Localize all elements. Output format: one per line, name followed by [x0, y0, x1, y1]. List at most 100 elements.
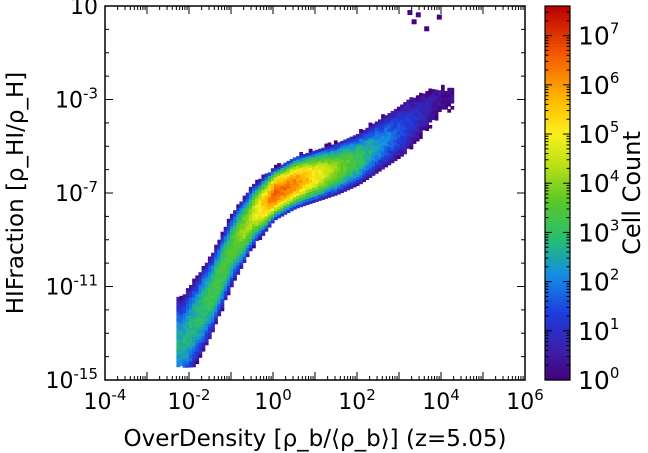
- heatmap-cell: [315, 149, 319, 154]
- heatmap-cell: [192, 333, 196, 337]
- heatmap-cell: [368, 156, 373, 160]
- heatmap-cell: [280, 182, 285, 187]
- heatmap-cell: [223, 296, 228, 301]
- heatmap-cell: [242, 226, 247, 230]
- heatmap-cell: [179, 353, 184, 358]
- heatmap-cell: [217, 309, 222, 314]
- heatmap-cell: [355, 170, 360, 174]
- heatmap-cell: [441, 103, 445, 107]
- heatmap-cell: [248, 202, 253, 206]
- heatmap-cell: [211, 258, 215, 263]
- heatmap-cell: [217, 267, 222, 271]
- heatmap-cell: [211, 316, 215, 321]
- heatmap-cell: [229, 225, 234, 230]
- heatmap-cell: [419, 111, 423, 115]
- colorbar-tick-label: 103: [578, 216, 619, 247]
- heatmap-cell: [226, 230, 231, 235]
- heatmap-cell: [233, 268, 237, 272]
- heatmap-cell: [274, 195, 278, 199]
- heatmap-cell: [239, 244, 244, 248]
- heatmap-cell: [330, 184, 335, 188]
- heatmap-cell: [236, 210, 241, 214]
- heatmap-cell: [207, 262, 212, 267]
- heatmap-cell: [277, 172, 281, 176]
- heatmap-cell: [362, 163, 366, 167]
- heatmap-cell: [384, 151, 389, 156]
- heatmap-cell: [371, 144, 376, 149]
- heatmap-cell: [223, 229, 228, 234]
- heatmap-cell: [321, 150, 326, 155]
- heatmap-cell: [252, 193, 256, 197]
- heatmap-cell: [296, 162, 300, 166]
- heatmap-cell: [305, 171, 310, 175]
- heatmap-cell: [245, 207, 250, 212]
- heatmap-cell: [179, 335, 184, 339]
- heatmap-cell: [447, 103, 452, 107]
- heatmap-cell: [333, 152, 338, 157]
- heatmap-cell: [292, 193, 297, 198]
- heatmap-cell: [324, 143, 329, 148]
- heatmap-cell: [226, 224, 231, 229]
- heatmap-cell: [403, 141, 407, 146]
- heatmap-cell: [245, 250, 250, 254]
- heatmap-cell: [374, 124, 379, 129]
- heatmap-cell: [217, 300, 222, 305]
- heatmap-cell: [308, 176, 313, 180]
- heatmap-cell: [204, 317, 209, 321]
- heatmap-cell: [296, 204, 300, 209]
- colorbar-segment: [545, 245, 570, 250]
- heatmap-cell: [245, 210, 250, 215]
- heatmap-cell: [299, 191, 303, 196]
- heatmap-cell: [201, 314, 206, 319]
- heatmap-cell: [434, 101, 439, 106]
- heatmap-cell: [236, 252, 241, 257]
- heatmap-cell: [302, 193, 307, 198]
- heatmap-cell: [428, 88, 433, 93]
- heatmap-cell: [340, 168, 344, 172]
- heatmap-cell: [330, 174, 335, 179]
- heatmap-cell: [308, 179, 313, 183]
- heatmap-cell: [214, 259, 218, 264]
- heatmap-cell: [248, 223, 253, 227]
- heatmap-cell: [261, 223, 266, 227]
- heatmap-cell: [217, 254, 222, 259]
- heatmap-cell: [324, 161, 329, 166]
- heatmap-cell: [337, 148, 341, 152]
- heatmap-cell: [355, 182, 360, 187]
- heatmap-cell: [349, 142, 354, 147]
- heatmap-cell: [220, 280, 225, 284]
- heatmap-cell: [226, 291, 231, 296]
- heatmap-outlier: [415, 12, 421, 18]
- heatmap-cell: [289, 189, 294, 194]
- heatmap-cell: [365, 173, 370, 177]
- heatmap-cell: [245, 253, 250, 258]
- heatmap-cell: [292, 190, 297, 195]
- colorbar-segment: [545, 124, 570, 129]
- heatmap-cell: [311, 169, 316, 173]
- heatmap-cell: [255, 216, 259, 220]
- heatmap-cell: [396, 106, 401, 111]
- heatmap-cell: [403, 126, 407, 130]
- heatmap-cell: [223, 251, 228, 255]
- heatmap-cell: [242, 207, 247, 212]
- heatmap-cell: [409, 145, 414, 150]
- colorbar-segment: [545, 239, 570, 244]
- heatmap-cell: [311, 163, 316, 167]
- heatmap-cell: [289, 162, 294, 166]
- heatmap-cell: [270, 213, 275, 218]
- heatmap-cell: [340, 165, 344, 169]
- heatmap-cell: [195, 321, 200, 325]
- colorbar-segment: [545, 149, 570, 154]
- heatmap-cell: [378, 168, 382, 172]
- heatmap-cell: [207, 265, 212, 270]
- heatmap-cell: [274, 183, 278, 187]
- colorbar-segment: [545, 317, 570, 322]
- heatmap-cell: [378, 131, 382, 136]
- heatmap-cell: [214, 296, 218, 300]
- heatmap-cell: [198, 272, 203, 276]
- heatmap-cell: [185, 309, 190, 313]
- heatmap-cell: [381, 126, 385, 130]
- heatmap-cell: [211, 322, 215, 327]
- heatmap-cell: [299, 182, 303, 186]
- heatmap-cell: [214, 275, 218, 279]
